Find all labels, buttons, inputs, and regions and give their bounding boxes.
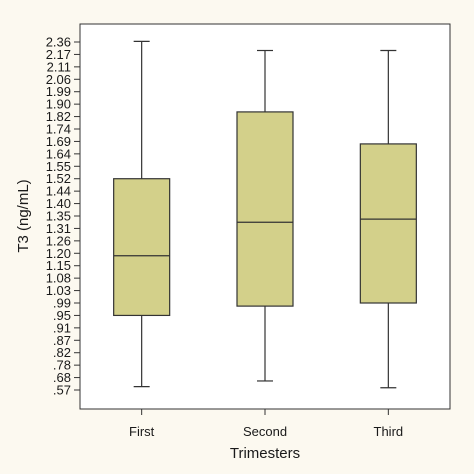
y-axis: .57.68.78.82.87.91.95.991.031.081.151.20… [46,35,80,398]
y-tick-label: 1.55 [46,159,71,174]
x-axis-title: Trimesters [230,445,300,462]
iqr-box [113,178,171,317]
y-tick-label: .78 [53,358,71,373]
y-tick-label: .82 [53,345,71,360]
y-tick-label: 2.06 [46,72,71,87]
x-tick-label: Third [374,424,404,439]
y-tick-label: .99 [53,296,71,311]
y-tick-label: .91 [53,320,71,335]
y-tick-label: 1.69 [46,134,71,149]
y-tick-label: .87 [53,333,71,348]
y-tick-label: 1.74 [46,122,71,137]
y-tick-label: 2.11 [47,59,71,74]
iqr-box [359,143,417,304]
y-tick-label: 1.08 [46,271,71,286]
box-first [113,40,171,388]
box-third [359,49,417,389]
box-second [236,49,294,382]
box-series [113,40,417,389]
y-tick-label: 1.31 [46,221,71,236]
y-tick-label: 1.99 [46,84,71,99]
y-tick-label: 1.90 [46,97,71,112]
y-tick-label: 1.40 [46,196,71,211]
y-tick-label: 1.52 [46,171,71,186]
y-tick-label: 1.35 [46,209,71,224]
y-tick-label: 1.20 [46,246,71,261]
y-tick-label: .57 [53,383,71,398]
y-tick-label: 1.26 [46,233,71,248]
y-tick-label: 1.15 [46,258,71,273]
y-tick-label: 1.44 [46,184,71,199]
y-axis-title: T3 (ng/mL) [15,179,32,252]
y-tick-label: .95 [53,308,71,323]
y-tick-label: 2.17 [46,47,71,62]
y-tick-label: 1.03 [46,283,71,298]
iqr-box [236,111,294,307]
y-tick-label: 1.64 [46,146,71,161]
y-tick-label: 1.82 [46,109,71,124]
x-axis: First Second Third [129,409,403,439]
y-tick-label: 2.36 [46,35,71,50]
y-tick-label: .68 [53,370,71,385]
x-tick-label: First [129,424,155,439]
x-tick-label: Second [243,424,287,439]
